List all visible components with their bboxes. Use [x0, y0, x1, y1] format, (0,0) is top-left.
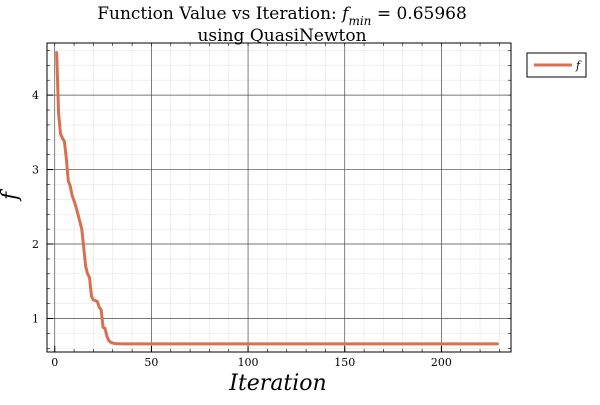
x-axis-label: Iteration — [228, 371, 326, 396]
series-line-f — [55, 51, 499, 346]
legend: f — [526, 52, 587, 78]
x-tick-label: 200 — [431, 356, 452, 369]
title-f: f — [340, 4, 351, 24]
x-tick-label: 150 — [334, 356, 355, 369]
chart-title-line1: Function Value vs Iteration: fmin = 0.65… — [97, 4, 467, 28]
plot-frame — [46, 42, 512, 353]
x-tick-label: 100 — [238, 356, 259, 369]
title-prefix: Function Value vs Iteration: — [97, 4, 342, 24]
y-tick-label: 1 — [32, 312, 39, 325]
series-layer — [55, 51, 499, 346]
y-tick-label: 3 — [32, 164, 39, 177]
y-tick-label: 4 — [32, 89, 39, 102]
y-axis-label: f — [0, 188, 23, 202]
tick-labels: 0 50 100 150 200 1 2 3 4 — [32, 89, 452, 369]
title-subscript: min — [348, 14, 371, 28]
y-tick-label: 2 — [32, 238, 39, 251]
major-grid — [47, 43, 511, 352]
legend-entry-label: f — [575, 59, 582, 72]
x-tick-label: 0 — [51, 356, 58, 369]
x-tick-label: 50 — [144, 356, 158, 369]
chart-title-line2: using QuasiNewton — [197, 26, 366, 46]
title-value: = 0.65968 — [371, 4, 466, 24]
